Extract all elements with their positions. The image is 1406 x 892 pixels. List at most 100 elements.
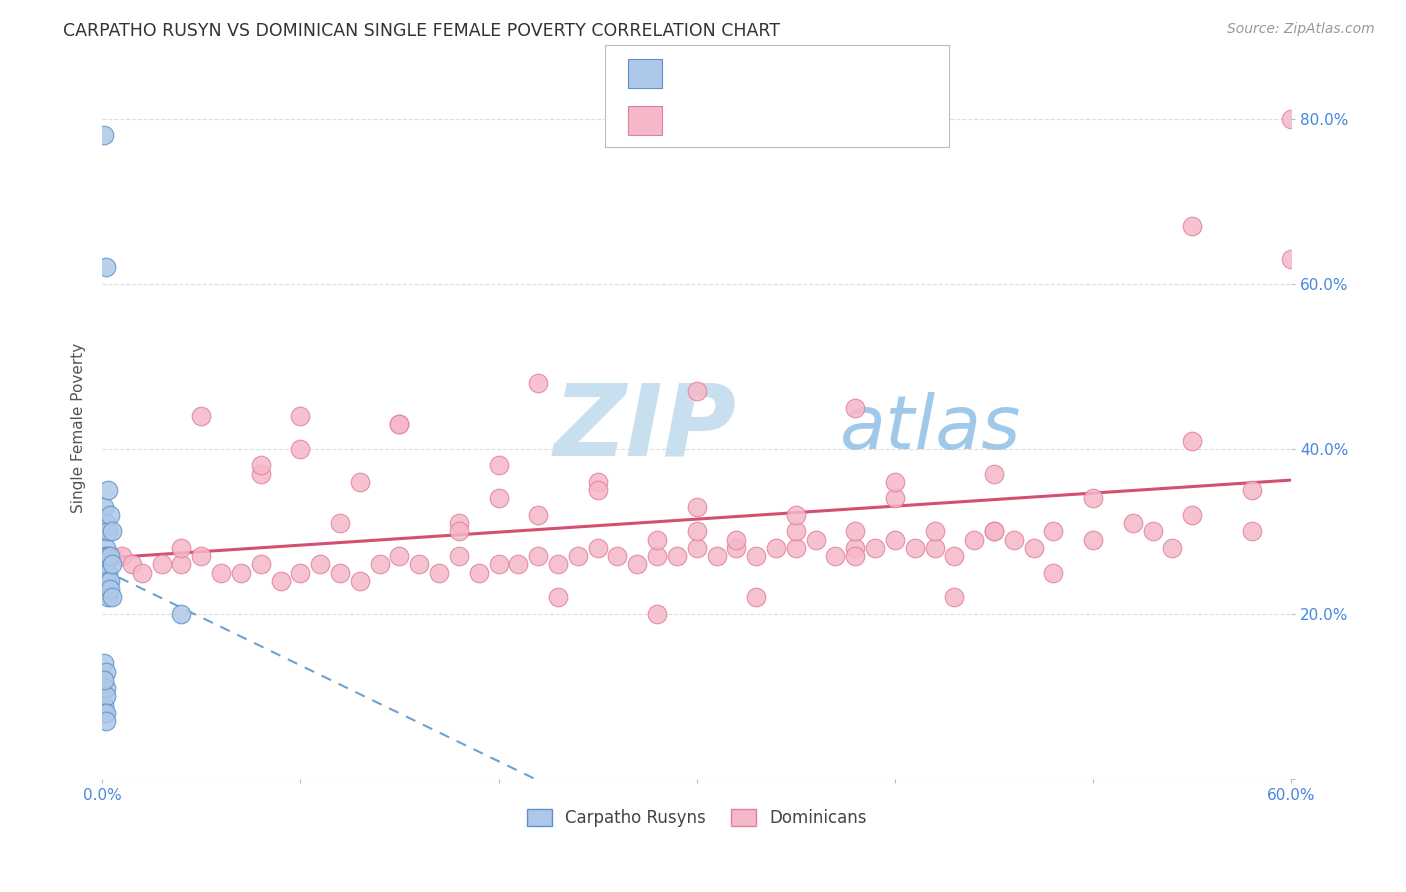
Point (96, 690, 118, 704)
Point (98, 549, 121, 563)
Point (96, 681, 118, 695)
Point (725, 541, 748, 555)
Point (101, 524, 124, 539)
Legend: Carpatho Rusyns, Dominicans: Carpatho Rusyns, Dominicans (520, 802, 873, 834)
Point (97, 574, 120, 588)
Point (309, 558, 332, 572)
Point (1002, 533, 1025, 547)
Point (447, 549, 470, 563)
Point (249, 467, 271, 481)
Point (249, 458, 271, 473)
Point (1181, 219, 1204, 233)
Point (785, 541, 807, 555)
Point (665, 549, 688, 563)
Point (101, 549, 124, 563)
Point (1042, 524, 1064, 539)
Point (943, 549, 966, 563)
Point (427, 566, 450, 580)
Point (586, 483, 609, 497)
Point (170, 558, 193, 572)
Point (98, 574, 121, 588)
Point (983, 524, 1005, 539)
Point (131, 566, 153, 580)
Point (785, 524, 807, 539)
Point (329, 566, 352, 580)
Point (488, 558, 510, 572)
Point (586, 475, 609, 489)
Point (93, 558, 115, 572)
Point (884, 533, 907, 547)
Point (97, 566, 120, 580)
Point (368, 558, 391, 572)
Point (1042, 566, 1064, 580)
Point (1181, 508, 1204, 522)
Point (943, 591, 966, 605)
Point (844, 401, 866, 415)
Text: R = 0.076   N =  37: R = 0.076 N = 37 (675, 66, 866, 84)
Point (884, 475, 907, 489)
Point (686, 524, 709, 539)
Point (121, 558, 143, 572)
Point (527, 549, 550, 563)
Point (170, 607, 193, 621)
Point (706, 549, 728, 563)
Point (1081, 533, 1104, 547)
Point (96, 558, 118, 572)
Point (725, 533, 748, 547)
Point (1279, 112, 1302, 126)
Point (93, 698, 115, 712)
Point (388, 417, 411, 431)
Point (111, 549, 134, 563)
Point (1240, 483, 1263, 497)
Text: atlas: atlas (839, 392, 1021, 464)
Point (96, 574, 118, 588)
Point (329, 516, 352, 530)
Point (209, 566, 232, 580)
Point (468, 566, 491, 580)
Point (96, 706, 118, 720)
Y-axis label: Single Female Poverty: Single Female Poverty (72, 343, 86, 513)
Point (924, 541, 946, 555)
Point (349, 574, 371, 588)
Point (844, 524, 866, 539)
Point (349, 475, 371, 489)
Point (101, 558, 124, 572)
Point (190, 409, 212, 423)
Point (388, 549, 411, 563)
Point (97, 549, 120, 563)
Point (606, 549, 628, 563)
Point (170, 541, 193, 555)
Point (785, 508, 807, 522)
Point (527, 376, 550, 390)
Point (388, 417, 411, 431)
Point (96, 549, 118, 563)
Point (408, 558, 430, 572)
Point (93, 524, 115, 539)
Point (93, 673, 115, 687)
Point (686, 384, 709, 398)
Point (1122, 516, 1144, 530)
Point (824, 549, 846, 563)
Point (93, 657, 115, 671)
Point (488, 458, 510, 473)
Point (567, 549, 589, 563)
Point (963, 533, 986, 547)
Point (626, 558, 648, 572)
Point (93, 574, 115, 588)
Point (290, 409, 312, 423)
Text: R = 0.407   N = 100: R = 0.407 N = 100 (675, 113, 872, 131)
Point (96, 665, 118, 679)
Point (645, 533, 668, 547)
Point (96, 516, 118, 530)
Point (863, 541, 886, 555)
Point (93, 128, 115, 143)
Point (93, 566, 115, 580)
Point (745, 591, 768, 605)
Point (645, 607, 668, 621)
Point (686, 500, 709, 514)
Point (96, 714, 118, 728)
Point (447, 524, 470, 539)
Point (904, 541, 927, 555)
Point (1022, 541, 1045, 555)
Point (190, 549, 212, 563)
